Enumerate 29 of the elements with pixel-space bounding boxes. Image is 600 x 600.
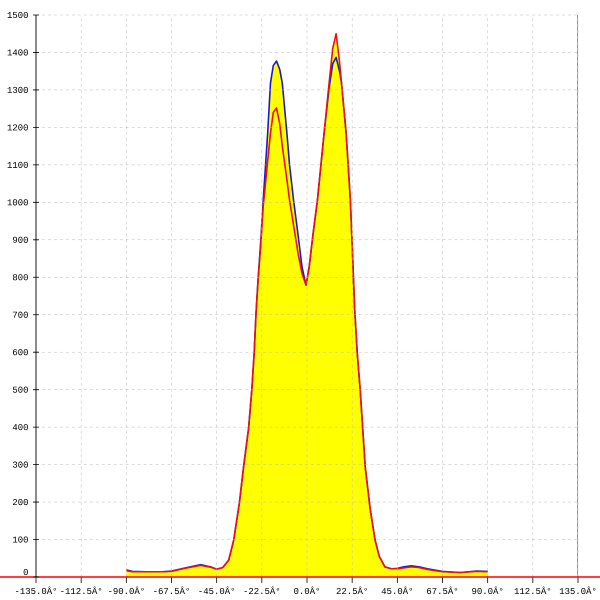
x-tick-label: -90.0Â° bbox=[108, 586, 144, 594]
y-tick-label: 700 bbox=[13, 312, 28, 318]
y-tick-label: 200 bbox=[12, 499, 28, 506]
x-tick-label: 112.5Â° bbox=[514, 586, 550, 594]
y-tick-label: 0 bbox=[24, 568, 28, 576]
y-tick-label: 1000 bbox=[8, 199, 28, 206]
y-tick-label: 500 bbox=[12, 386, 28, 393]
x-tick-label: -135.0Â° bbox=[16, 586, 56, 594]
x-tick-label: -112.5Â° bbox=[61, 586, 102, 594]
y-tick-label: 1500 bbox=[8, 12, 28, 18]
y-tick-label: 800 bbox=[12, 274, 28, 280]
x-tick-label: 67.5Â° bbox=[427, 586, 458, 594]
y-tick-label: 1400 bbox=[8, 49, 28, 56]
x-tick-label: 90.0Â° bbox=[472, 586, 502, 594]
x-tick-label: 22.5Â° bbox=[336, 586, 367, 594]
x-tick-label: 45.0Â° bbox=[382, 586, 412, 594]
x-tick-label: -22.5Â° bbox=[244, 586, 280, 594]
y-tick-label: 600 bbox=[12, 349, 28, 356]
x-tick-label: 135.0Â° bbox=[560, 586, 596, 594]
x-tick-label: -45.0Â° bbox=[199, 586, 234, 594]
y-tick-label: 900 bbox=[12, 236, 28, 243]
y-tick-label: 1300 bbox=[8, 86, 28, 93]
y-tick-label: 100 bbox=[12, 536, 28, 543]
y-tick-label: 1100 bbox=[8, 162, 28, 168]
y-tick-label: 1200 bbox=[8, 124, 28, 130]
x-tick-label: 0.0Â° bbox=[294, 586, 320, 594]
y-tick-label: 300 bbox=[12, 462, 28, 468]
x-tick-label: -67.5Â° bbox=[154, 586, 189, 594]
y-tick-label: 400 bbox=[12, 424, 28, 430]
